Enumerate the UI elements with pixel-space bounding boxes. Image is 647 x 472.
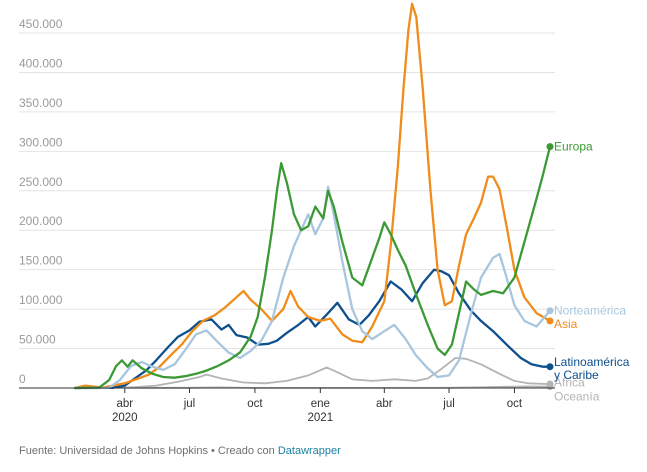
x-tick-label-1: jul bbox=[183, 398, 196, 410]
series-0-label-0: Oceanía bbox=[554, 390, 600, 404]
y-tick-label-0: 0 bbox=[19, 372, 26, 386]
series-1-label-0: África bbox=[554, 374, 585, 389]
series-2-end-dot bbox=[546, 363, 554, 371]
series-1-line bbox=[74, 357, 551, 389]
series-3-label-0: Asia bbox=[554, 317, 578, 331]
source-footer: Fuente: Universidad de Johns Hopkins • C… bbox=[19, 445, 341, 457]
y-tick-label-4: 200.000 bbox=[19, 214, 63, 228]
y-tick-label-5: 250.000 bbox=[19, 175, 63, 189]
datawrapper-link[interactable]: Datawrapper bbox=[277, 445, 341, 457]
x-tick-label-2: oct bbox=[247, 398, 263, 410]
x-axis-ticks: abr 2020 jul oct ene 2021 abr jul oct bbox=[112, 388, 523, 424]
y-tick-label-3: 150.000 bbox=[19, 254, 63, 268]
x-tick-year-0: 2020 bbox=[112, 412, 138, 424]
series-4-label-0: Norteamérica bbox=[554, 304, 626, 318]
series-2-label-1: y Caribe bbox=[554, 368, 599, 382]
x-tick-year-3: 2021 bbox=[308, 412, 334, 424]
y-gridlines bbox=[19, 32, 555, 350]
series-5-line bbox=[73, 145, 552, 390]
x-tick-label-6: oct bbox=[507, 398, 523, 410]
series-lines bbox=[73, 2, 554, 391]
x-tick-label-3: ene bbox=[311, 398, 330, 410]
source-text: Fuente: Universidad de Johns Hopkins • C… bbox=[19, 445, 278, 457]
y-tick-label-1: 50.000 bbox=[19, 333, 56, 347]
x-tick-label-5: jul bbox=[442, 398, 455, 410]
series-5-label-0: Europa bbox=[554, 140, 593, 154]
series-3-line bbox=[73, 2, 552, 390]
cases-line-chart: 0 50.000 100.000 150.000 200.000 250.000 300.0… bbox=[19, 2, 630, 424]
y-tick-label-2: 100.000 bbox=[19, 293, 63, 307]
series-4-end-dot bbox=[546, 307, 554, 315]
series-3-end-dot bbox=[546, 317, 554, 325]
y-tick-label-7: 350.000 bbox=[19, 96, 63, 110]
y-tick-label-9: 450.000 bbox=[19, 17, 63, 31]
y-tick-label-8: 400.000 bbox=[19, 56, 63, 70]
x-tick-label-4: abr bbox=[376, 398, 393, 410]
x-tick-label-0: abr bbox=[116, 398, 133, 410]
y-axis-tick-labels: 0 50.000 100.000 150.000 200.000 250.000 300.0… bbox=[19, 17, 63, 386]
series-1-end-dot bbox=[546, 380, 554, 388]
y-tick-label-6: 300.000 bbox=[19, 135, 63, 149]
series-5-end-dot bbox=[546, 143, 554, 151]
series-2-label-0: Latinoamérica bbox=[554, 355, 630, 369]
